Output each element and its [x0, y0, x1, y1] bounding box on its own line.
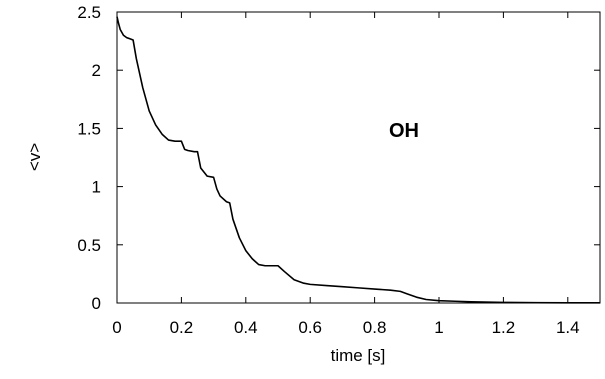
- curve-annotation: OH: [389, 120, 419, 142]
- x-tick-label: 1.4: [556, 318, 580, 337]
- tick-labels: 0 0.2 0.4 0.6 0.8 1 1.2 1.4 0 0.5 1 1.5 2 2.5: [77, 3, 579, 337]
- series-line: [116, 16, 600, 304]
- x-tick-label: 0.2: [170, 318, 194, 337]
- y-tick-label: 1: [92, 178, 101, 197]
- x-tick-label: 0.8: [363, 318, 387, 337]
- y-tick-label: 2: [92, 61, 101, 80]
- y-tick-label: 1.5: [77, 119, 101, 138]
- y-axis-label: <v>: [25, 143, 44, 171]
- x-axis-label: time [s]: [331, 346, 386, 365]
- x-tick-label: 0.6: [298, 318, 322, 337]
- x-tick-label: 1.2: [492, 318, 516, 337]
- y-tick-label: 2.5: [77, 3, 101, 22]
- axis-ticks: [116, 11, 600, 304]
- y-tick-label: 0.5: [77, 236, 101, 255]
- plot-frame: [116, 11, 601, 304]
- x-tick-label: 0: [112, 318, 121, 337]
- y-tick-label: 0: [92, 294, 101, 313]
- x-tick-label: 1: [434, 318, 443, 337]
- x-tick-label: 0.4: [234, 318, 258, 337]
